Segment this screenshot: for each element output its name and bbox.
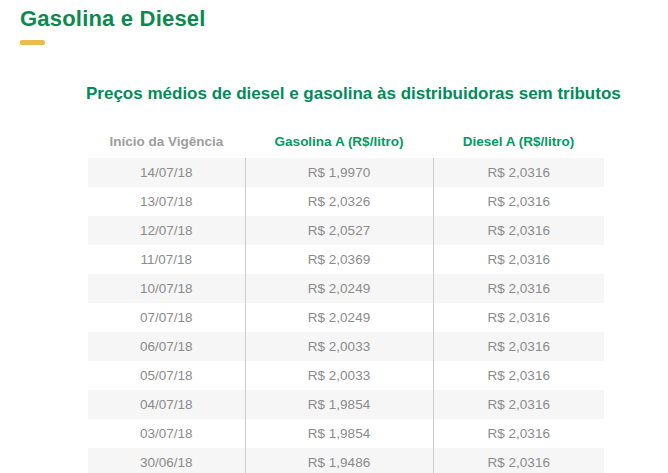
table-row: 30/06/18 R$ 1,9486 R$ 2,0316	[88, 448, 604, 473]
cell-gasolina: R$ 1,9854	[245, 419, 433, 448]
cell-gasolina: R$ 1,9486	[245, 448, 433, 473]
cell-diesel: R$ 2,0316	[433, 419, 604, 448]
cell-vigencia: 30/06/18	[88, 448, 245, 473]
section-heading: Preços médios de diesel e gasolina às di…	[86, 84, 621, 104]
cell-vigencia: 12/07/18	[88, 216, 245, 245]
cell-gasolina: R$ 2,0033	[245, 361, 433, 390]
cell-gasolina: R$ 2,0369	[245, 245, 433, 274]
cell-diesel: R$ 2,0316	[433, 187, 604, 216]
cell-diesel: R$ 2,0316	[433, 332, 604, 361]
header-row: Início da Vigência Gasolina A (R$/litro)…	[88, 124, 604, 158]
fuel-prices-page: Gasolina e Diesel Preços médios de diese…	[0, 0, 668, 473]
cell-gasolina: R$ 2,0033	[245, 332, 433, 361]
table-row: 05/07/18 R$ 2,0033 R$ 2,0316	[88, 361, 604, 390]
cell-diesel: R$ 2,0316	[433, 216, 604, 245]
cell-diesel: R$ 2,0316	[433, 158, 604, 187]
cell-gasolina: R$ 2,0326	[245, 187, 433, 216]
cell-gasolina: R$ 2,0249	[245, 303, 433, 332]
cell-diesel: R$ 2,0316	[433, 245, 604, 274]
cell-vigencia: 14/07/18	[88, 158, 245, 187]
table-row: 03/07/18 R$ 1,9854 R$ 2,0316	[88, 419, 604, 448]
page-title: Gasolina e Diesel	[20, 6, 206, 32]
cell-gasolina: R$ 2,0527	[245, 216, 433, 245]
title-accent-bar	[20, 40, 45, 45]
cell-vigencia: 03/07/18	[88, 419, 245, 448]
price-table-header: Início da Vigência Gasolina A (R$/litro)…	[88, 124, 604, 158]
price-table-body: 14/07/18 R$ 1,9970 R$ 2,0316 13/07/18 R$…	[88, 158, 604, 473]
cell-diesel: R$ 2,0316	[433, 390, 604, 419]
cell-vigencia: 13/07/18	[88, 187, 245, 216]
table-row: 14/07/18 R$ 1,9970 R$ 2,0316	[88, 158, 604, 187]
table-row: 10/07/18 R$ 2,0249 R$ 2,0316	[88, 274, 604, 303]
table-row: 11/07/18 R$ 2,0369 R$ 2,0316	[88, 245, 604, 274]
table-row: 06/07/18 R$ 2,0033 R$ 2,0316	[88, 332, 604, 361]
column-header-vigencia: Início da Vigência	[88, 124, 245, 158]
price-table-grid: Início da Vigência Gasolina A (R$/litro)…	[88, 124, 604, 473]
cell-vigencia: 06/07/18	[88, 332, 245, 361]
cell-vigencia: 10/07/18	[88, 274, 245, 303]
cell-vigencia: 11/07/18	[88, 245, 245, 274]
table-row: 13/07/18 R$ 2,0326 R$ 2,0316	[88, 187, 604, 216]
cell-diesel: R$ 2,0316	[433, 303, 604, 332]
table-row: 04/07/18 R$ 1,9854 R$ 2,0316	[88, 390, 604, 419]
cell-vigencia: 04/07/18	[88, 390, 245, 419]
table-row: 12/07/18 R$ 2,0527 R$ 2,0316	[88, 216, 604, 245]
cell-diesel: R$ 2,0316	[433, 448, 604, 473]
column-header-diesel: Diesel A (R$/litro)	[433, 124, 604, 158]
cell-vigencia: 07/07/18	[88, 303, 245, 332]
cell-diesel: R$ 2,0316	[433, 361, 604, 390]
cell-vigencia: 05/07/18	[88, 361, 245, 390]
cell-gasolina: R$ 1,9970	[245, 158, 433, 187]
price-table: Início da Vigência Gasolina A (R$/litro)…	[88, 124, 604, 473]
cell-gasolina: R$ 2,0249	[245, 274, 433, 303]
table-row: 07/07/18 R$ 2,0249 R$ 2,0316	[88, 303, 604, 332]
cell-gasolina: R$ 1,9854	[245, 390, 433, 419]
cell-diesel: R$ 2,0316	[433, 274, 604, 303]
column-header-gasolina: Gasolina A (R$/litro)	[245, 124, 433, 158]
